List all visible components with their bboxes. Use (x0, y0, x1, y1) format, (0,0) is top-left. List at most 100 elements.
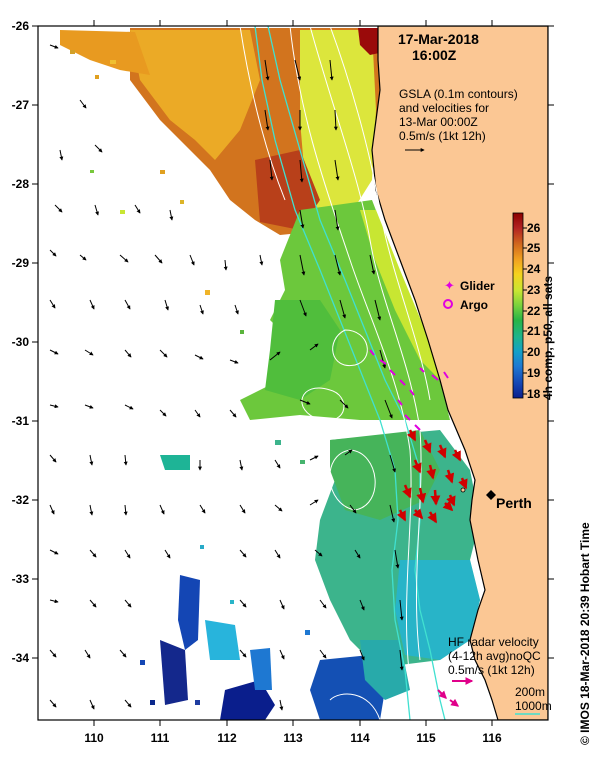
colorbar-tick: 18 (527, 387, 541, 401)
hf-arrow (437, 444, 447, 459)
velocity-arrow (124, 299, 131, 310)
velocity-arrow (119, 254, 129, 263)
gsla-contour (309, 26, 422, 661)
sst-blue-speckle (178, 575, 200, 650)
velocity-arrow (239, 599, 247, 608)
sst-yellow-north (130, 30, 260, 160)
velocity-arrow (84, 649, 91, 659)
city-label: Perth (496, 495, 532, 511)
velocity-arrow (279, 699, 284, 711)
hf-note: HF radar velocity (4-12h avg)noQC 0.5m/s… (448, 635, 541, 685)
hf-radar-arrows (396, 429, 468, 524)
y-tick-label: -33 (12, 572, 30, 586)
gsla-contour (239, 26, 286, 201)
velocity-arrow (123, 504, 128, 516)
glider-segment (409, 389, 415, 396)
hf-arrow (430, 489, 441, 506)
velocity-arrow (239, 549, 247, 558)
gsla-contour (329, 693, 381, 720)
velocity-arrow (269, 159, 274, 181)
hf-arrow (402, 484, 412, 499)
velocity-arrow (274, 549, 281, 559)
velocity-arrow (379, 349, 387, 369)
hf-arrow (412, 459, 422, 474)
colorbar-tick: 23 (527, 283, 541, 297)
velocity-arrow (369, 254, 376, 275)
glider-segment (419, 367, 425, 373)
velocity-arrow (359, 649, 365, 661)
velocity-arrow (54, 204, 63, 213)
velocity-arrow (299, 254, 306, 276)
velocity-arrow (334, 159, 340, 181)
hf-arrow (442, 500, 454, 512)
velocity-arrow (299, 209, 305, 229)
hf-arrow (446, 494, 456, 507)
velocity-arrow (339, 399, 349, 409)
glider-segment (379, 359, 387, 365)
velocity-arrow (124, 404, 134, 410)
colorbar-ramp (512, 212, 524, 399)
velocity-arrow (269, 351, 281, 361)
velocity-arrow (199, 504, 206, 514)
velocity-arrow (294, 59, 302, 81)
velocity-arrow (333, 109, 338, 131)
velocity-arrow (49, 349, 59, 355)
sst-amber-north (60, 30, 150, 75)
velocity-arrow (309, 499, 319, 506)
gsla-note-line2: and velocities for (399, 101, 489, 115)
y-tick-label: -28 (12, 177, 30, 191)
velocity-arrow (264, 59, 270, 81)
x-tick-label: 113 (283, 731, 303, 745)
velocity-arrow (389, 504, 396, 523)
velocity-arrow (189, 254, 195, 266)
velocity-arrow (124, 349, 132, 358)
velocity-arrow (384, 399, 393, 419)
gsla-velocity-arrows (49, 44, 404, 711)
colorbar-tick: 22 (527, 304, 541, 318)
velocity-arrow (279, 599, 285, 610)
velocity-arrow (49, 549, 59, 555)
legend-argo: Argo (460, 298, 488, 312)
velocity-arrow (259, 254, 264, 266)
hf-arrow (422, 439, 432, 454)
y-tick-labels: -26 -27 -28 -29 -30 -31 -32 -33 -34 (12, 19, 30, 665)
hf-note-line3: 0.5m/s (1kt 12h) (448, 663, 535, 677)
hf-radar-arrows-south (437, 689, 460, 707)
velocity-arrow (239, 649, 247, 658)
colorbar-tick: 20 (527, 345, 541, 359)
gsla-note-line1: GSLA (0.1m contours) (399, 87, 518, 101)
velocity-arrow (94, 144, 103, 153)
velocity-arrow (154, 254, 163, 264)
velocity-arrow (49, 599, 59, 604)
y-tick-label: -30 (12, 335, 30, 349)
hf-arrow (416, 487, 427, 504)
map-date: 17-Mar-2018 (398, 31, 479, 47)
x-tick-label: 111 (151, 731, 170, 745)
glider-segment (431, 374, 439, 381)
colorbar-label: 4h comp, p50, all sats (541, 276, 555, 400)
glider-segment (389, 369, 396, 376)
velocity-arrow (239, 504, 246, 514)
glider-marker-icon: ✦ (444, 279, 455, 294)
hf-arrow (426, 464, 436, 480)
velocity-arrow (299, 399, 311, 405)
gsla-note-line4: 0.5m/s (1kt 12h) (399, 129, 486, 143)
colorbar: 26 25 24 23 22 21 20 19 18 4h comp, p50,… (512, 212, 555, 401)
velocity-arrow (264, 109, 270, 131)
colorbar-tick: 26 (527, 221, 541, 235)
bathy-1000m-label: 1000m (515, 699, 552, 713)
velocity-arrow (123, 454, 128, 466)
sst-green-west (265, 300, 340, 400)
velocity-arrow (49, 504, 55, 515)
velocity-arrow (49, 404, 59, 409)
velocity-arrow (274, 504, 283, 512)
colorbar-tick: 19 (527, 366, 541, 380)
colorbar-ticks (523, 227, 527, 395)
gsla-contour (301, 387, 345, 422)
velocity-arrow (299, 299, 307, 317)
sst-yellow-coast (360, 210, 440, 380)
sst-cyan-speckle (205, 620, 240, 660)
gsla-contour (329, 26, 431, 401)
velocity-arrow (389, 454, 396, 473)
